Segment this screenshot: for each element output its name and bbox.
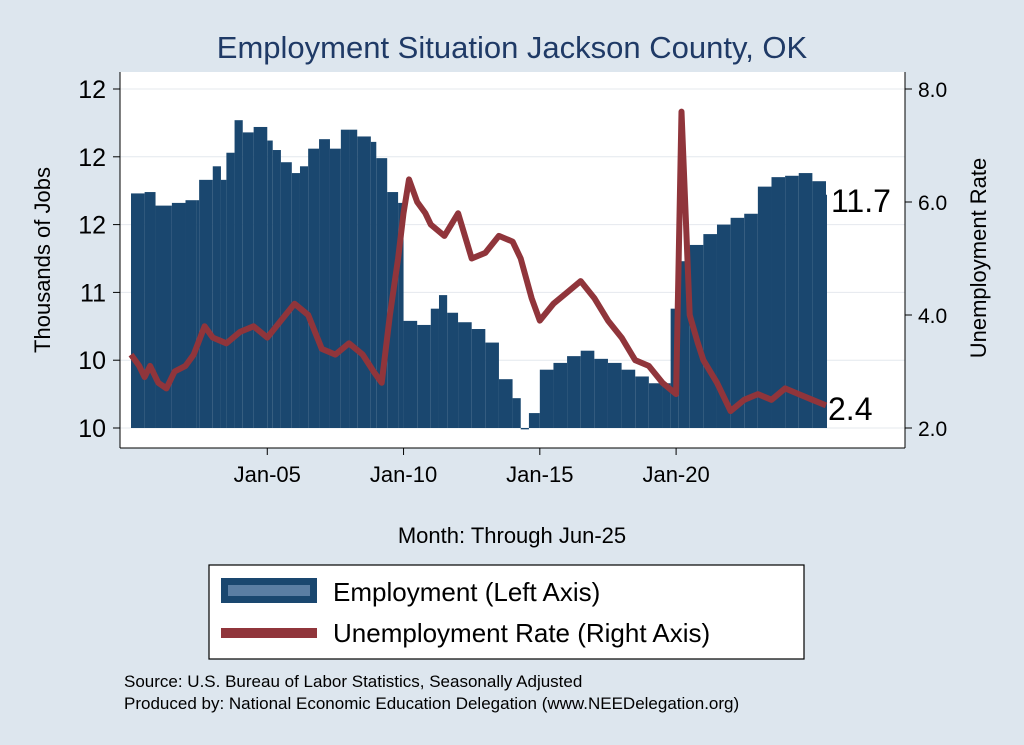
employment-bar (417, 324, 431, 428)
x-axis-ticks: Jan-05 Jan-10 Jan-15 Jan-20 (234, 448, 710, 487)
employment-bar (370, 141, 377, 428)
y-right-tick-label: 2.0 (918, 418, 947, 441)
employment-bar (553, 362, 568, 428)
employment-bar (528, 413, 540, 428)
employment-bar (185, 200, 197, 428)
employment-bar (607, 362, 622, 428)
employment-last-value-label: 11.7 (831, 183, 891, 219)
employment-bar (329, 148, 341, 428)
employment-bar (520, 428, 529, 430)
y-axis-right-label: Unemployment Rate (966, 158, 991, 359)
x-axis-label: Month: Through Jun-25 (398, 523, 626, 548)
employment-bar (621, 369, 636, 428)
employment-bar (196, 200, 200, 428)
employment-bar (299, 166, 309, 429)
employment-bar (438, 295, 448, 428)
employment-bar (280, 162, 292, 428)
employment-bar (757, 186, 772, 428)
legend-label-unemployment: Unemployment Rate (Right Axis) (333, 618, 710, 648)
y-left-tick-label: 12 (78, 212, 106, 240)
unemployment-line (128, 108, 828, 415)
left-axis-ticks: 12 12 12 11 10 10 (78, 76, 120, 443)
x-tick-label: Jan-10 (370, 462, 437, 487)
employment-bar (398, 202, 404, 428)
employment-bar (220, 179, 227, 428)
employment-bar (539, 369, 554, 428)
employment-bar (234, 120, 243, 429)
employment-bar (212, 166, 221, 429)
employment-bar (512, 398, 521, 428)
employment-bar (730, 217, 745, 428)
employment-bar (357, 136, 371, 428)
employment-bar (771, 177, 786, 428)
employment-bar (498, 379, 513, 428)
x-tick-label: Jan-20 (642, 462, 709, 487)
y-left-tick-label: 11 (80, 279, 106, 307)
unemployment-last-value-label: 2.4 (828, 391, 872, 427)
y-right-tick-label: 4.0 (918, 305, 947, 328)
y-axis-left-label: Thousands of Jobs (30, 167, 55, 353)
employment-bar (812, 181, 826, 428)
produced-by-note: Produced by: National Economic Education… (124, 694, 739, 713)
x-tick-label: Jan-15 (506, 462, 573, 487)
employment-bar (291, 173, 300, 428)
right-axis-ticks: 8.0 6.0 4.0 2.0 (905, 79, 947, 441)
x-tick-label: Jan-05 (234, 462, 301, 487)
employment-bar (430, 308, 439, 428)
employment-bar (447, 312, 459, 428)
employment-bar (349, 129, 358, 428)
legend-swatch-employment-inner (228, 585, 310, 596)
employment-bar (798, 173, 813, 428)
chart-title: Employment Situation Jackson County, OK (217, 30, 808, 65)
employment-bar (648, 383, 663, 428)
employment-bar (703, 234, 717, 428)
employment-bar (485, 342, 499, 428)
legend: Employment (Left Axis) Unemployment Rate… (208, 564, 805, 660)
employment-bar (144, 192, 156, 428)
employment-bar (308, 148, 320, 428)
employment-bar (376, 158, 388, 428)
employment-bar (226, 152, 235, 428)
employment-bar (403, 320, 418, 428)
employment-bar (131, 193, 145, 428)
y-right-tick-label: 6.0 (918, 192, 947, 215)
employment-bar (594, 358, 608, 428)
employment-bar (580, 350, 595, 428)
y-left-tick-label: 12 (78, 76, 106, 104)
y-left-tick-label: 10 (78, 415, 106, 443)
employment-bar (242, 132, 254, 428)
employment-bar (678, 261, 690, 428)
employment-bar (785, 175, 799, 428)
employment-bar (826, 194, 827, 428)
employment-bar (340, 129, 350, 428)
employment-bar (199, 179, 213, 428)
y-right-tick-label: 8.0 (918, 79, 947, 102)
employment-bar (662, 383, 671, 428)
employment-bar (272, 150, 281, 428)
employment-bar (635, 376, 649, 428)
employment-bar (155, 205, 172, 428)
legend-label-employment: Employment (Left Axis) (333, 577, 600, 607)
employment-bar (319, 139, 330, 428)
employment-bar (744, 213, 758, 428)
source-note: Source: U.S. Bureau of Labor Statistics,… (124, 672, 582, 691)
employment-bar (458, 322, 472, 428)
employment-bar (716, 224, 731, 428)
employment-bar (171, 202, 186, 428)
employment-bar (267, 140, 273, 428)
employment-bar (253, 126, 268, 428)
y-left-tick-label: 12 (78, 144, 106, 172)
employment-bar (471, 329, 486, 428)
y-left-tick-label: 10 (78, 347, 106, 375)
employment-bar (567, 356, 581, 428)
